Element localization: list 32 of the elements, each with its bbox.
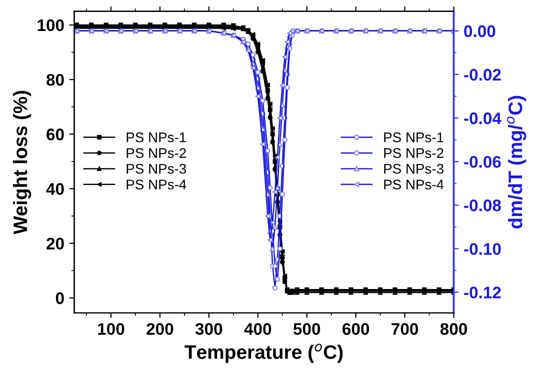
y-tick-label: 20 [46,238,64,250]
y-tick-label: 60 [46,128,64,140]
legend-label: PS NPs-1 [126,132,186,142]
y2-tick-label: 0.00 [464,25,496,38]
x-tick-label: 600 [342,323,370,335]
legend-label: PS NPs-1 [384,132,444,142]
x-tick-label: 800 [440,323,467,335]
x-tick-label: 200 [146,323,174,335]
y2-tick-label: -0.04 [464,112,502,124]
x-axis-title: Temperature ($^{o}$C) [184,344,343,363]
legend-label: PS NPs-2 [384,148,444,158]
legend-label: PS NPs-2 [126,148,186,158]
y-tick-label: 0 [56,292,64,304]
x-tick-label: 400 [244,323,272,335]
y-axis-title: Weight loss (%) [12,90,32,234]
legend-label: PS NPs-3 [126,164,186,174]
legend-label: PS NPs-4 [126,180,186,190]
y-tick-label: 80 [46,74,64,86]
y2-tick-label: -0.02 [464,68,501,81]
y2-tick-label: -0.08 [464,200,501,212]
x-tick-label: 700 [392,323,418,335]
x-tick-label: 300 [195,323,222,335]
y-tick-label: 100 [38,19,64,32]
y-tick-label: 40 [46,183,64,195]
legend-label: PS NPs-4 [384,180,444,190]
y2-tick-label: -0.10 [464,243,501,255]
y2-tick-label: -0.12 [464,286,501,298]
y2-axis-title: dm/dT (mg/$^{o}$C) [507,96,526,228]
y2-tick-label: -0.06 [464,156,501,168]
x-tick-label: 100 [98,323,124,335]
x-tick-label: 500 [293,323,320,335]
legend-label: PS NPs-3 [384,164,444,174]
